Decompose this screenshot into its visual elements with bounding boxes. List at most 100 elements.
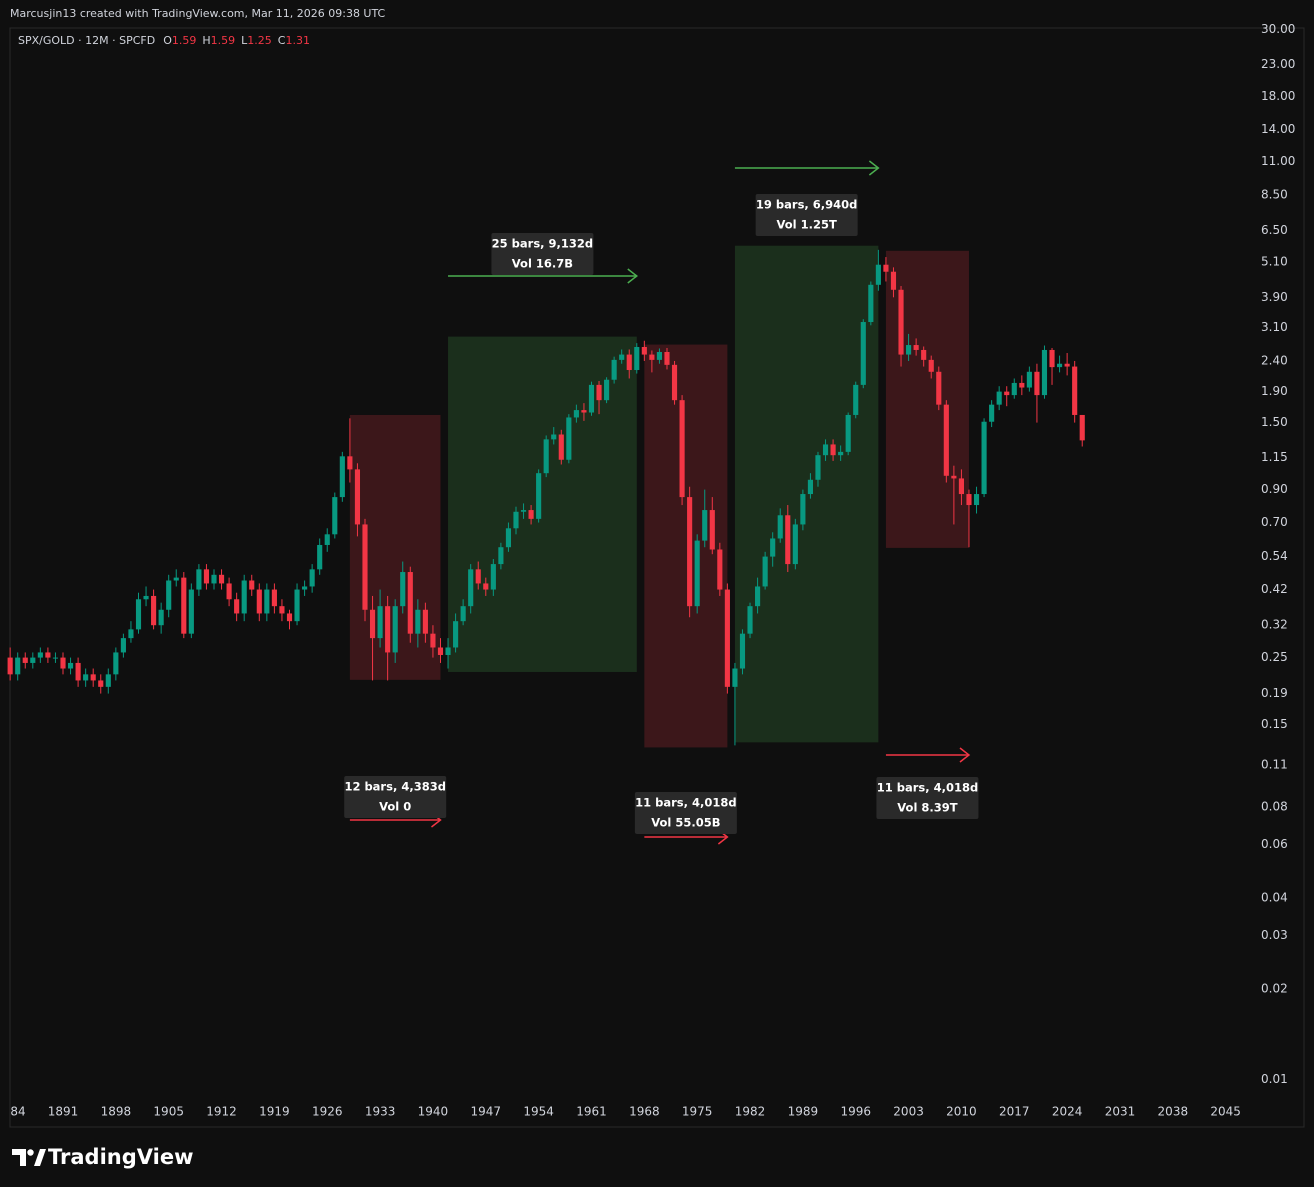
candle-body xyxy=(890,271,897,290)
x-tick-label: 1898 xyxy=(101,1105,132,1119)
y-tick-label: 0.11 xyxy=(1261,758,1288,772)
candle-body xyxy=(377,606,383,639)
candle-body xyxy=(898,289,904,355)
candle-body xyxy=(830,444,836,456)
x-tick-label: 2017 xyxy=(999,1105,1030,1119)
candles xyxy=(7,249,1085,746)
x-tick-label: 1968 xyxy=(629,1105,660,1119)
candle-body xyxy=(611,359,617,380)
y-tick-label: 0.02 xyxy=(1261,981,1288,995)
candle-body xyxy=(400,572,406,607)
candle-body xyxy=(702,510,708,541)
candle-body xyxy=(181,577,187,634)
candle-body xyxy=(868,284,874,323)
candle-body xyxy=(981,421,987,495)
y-tick-label: 0.54 xyxy=(1261,549,1288,563)
y-tick-label: 30.00 xyxy=(1261,22,1295,36)
logo-mark xyxy=(27,1149,34,1156)
candle-body xyxy=(785,515,791,565)
candle-body xyxy=(158,609,164,626)
candle-body xyxy=(279,606,285,614)
candle-body xyxy=(800,494,806,525)
range-arrowhead xyxy=(959,747,971,763)
candle-body xyxy=(807,479,813,495)
candle-body xyxy=(913,345,919,350)
candle-body xyxy=(234,599,240,614)
y-tick-label: 0.08 xyxy=(1261,800,1288,814)
candle-body xyxy=(1049,349,1055,368)
candle-body xyxy=(45,652,51,658)
candle-body xyxy=(860,322,866,385)
y-tick-label: 0.19 xyxy=(1261,686,1288,700)
candle-body xyxy=(460,606,466,622)
y-tick-label: 14.00 xyxy=(1261,122,1295,136)
candle-body xyxy=(588,384,595,413)
candle-body xyxy=(513,511,519,529)
candle-body xyxy=(385,606,391,653)
candle-body xyxy=(211,574,217,584)
range-volume: Vol 1.25T xyxy=(776,218,836,232)
candle-body xyxy=(536,473,542,519)
candle-body xyxy=(354,469,361,525)
candle-body xyxy=(528,510,534,519)
candle-body xyxy=(113,652,119,675)
range-label-box xyxy=(344,776,447,818)
candle-body xyxy=(739,633,746,669)
logo-mark xyxy=(12,1149,26,1166)
candle-body xyxy=(845,414,851,452)
plot: 30.00 23.00 18.00 14.00 11.00 8.50 6.50 5.10 3.9… xyxy=(7,22,1295,1119)
candle-body xyxy=(332,497,338,535)
candle-body xyxy=(347,456,353,470)
range-label-box xyxy=(634,792,737,834)
candle-body xyxy=(551,434,557,440)
candle-body xyxy=(264,589,270,614)
candle-body xyxy=(815,455,821,480)
candle-body xyxy=(445,647,451,655)
x-tick-label: 1912 xyxy=(206,1105,237,1119)
credit: Marcusjin13 created with TradingView.com… xyxy=(10,7,386,20)
range-arrowhead xyxy=(868,160,880,176)
range-box xyxy=(734,245,879,743)
x-tick-label: 2038 xyxy=(1158,1105,1189,1119)
x-tick-label: 1975 xyxy=(682,1105,713,1119)
candle-body xyxy=(362,524,368,610)
candle-body xyxy=(203,569,210,584)
ohlc-key: O xyxy=(163,34,172,47)
candle-body xyxy=(392,606,398,653)
candle-body xyxy=(369,609,376,639)
candle-body xyxy=(67,662,74,669)
candle-body xyxy=(1057,363,1063,368)
candle-body xyxy=(490,564,496,590)
range-label-box xyxy=(755,194,858,236)
y-tick-label: 11.00 xyxy=(1261,154,1295,168)
candle-body xyxy=(30,657,36,663)
candle-body xyxy=(188,589,194,634)
candle-body xyxy=(15,657,21,675)
candle-body xyxy=(226,583,232,600)
brand: TradingView xyxy=(48,1145,193,1169)
legend: SPX/GOLD · 12M · SPCFD O1.59 H1.59 L1.25 C1.… xyxy=(18,34,310,47)
range-volume: Vol 16.7B xyxy=(512,257,573,271)
candle-body xyxy=(422,609,428,634)
candle-body xyxy=(317,544,323,570)
y-tick-label: 5.10 xyxy=(1261,255,1288,269)
candle-body xyxy=(1011,382,1017,396)
range-volume: Vol 8.39T xyxy=(897,801,957,815)
x-tick-label: 1933 xyxy=(365,1105,396,1119)
candle-body xyxy=(120,638,126,653)
y-tick-label: 18.00 xyxy=(1261,89,1295,103)
candle-body xyxy=(1026,371,1032,388)
candle-body xyxy=(128,629,134,639)
x-tick-label: 1905 xyxy=(153,1105,184,1119)
candle-body xyxy=(724,589,730,687)
y-tick-label: 0.03 xyxy=(1261,928,1288,942)
candle-body xyxy=(1019,382,1025,388)
candle-body xyxy=(37,652,43,658)
range-bars: 19 bars, 6,940d xyxy=(756,198,858,212)
candle-body xyxy=(256,589,262,614)
candle-body xyxy=(415,609,421,634)
range-arrowhead xyxy=(627,268,639,284)
candle-body xyxy=(241,580,247,614)
y-tick-label: 0.32 xyxy=(1261,618,1288,632)
